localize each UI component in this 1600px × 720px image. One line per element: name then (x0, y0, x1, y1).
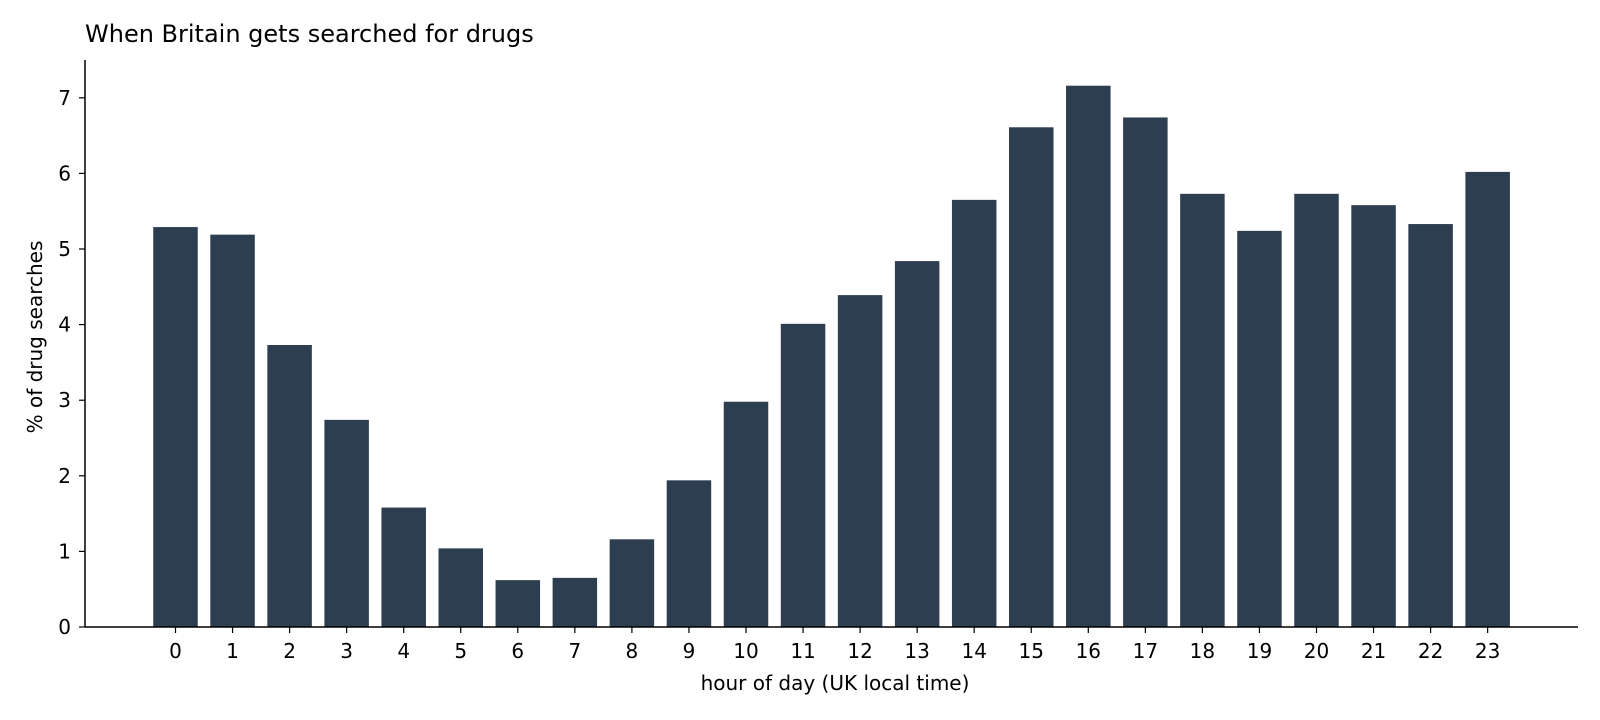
bar-hour-11 (780, 323, 826, 627)
y-tick-label: 0 (58, 615, 71, 639)
bar-hour-1 (210, 234, 255, 628)
bar-hour-22 (1408, 224, 1453, 627)
y-tick-label: 6 (58, 161, 71, 185)
y-axis-ticks: 0 1 2 3 4 5 6 7 (58, 86, 85, 639)
y-tick-label: 4 (58, 313, 71, 337)
bar-hour-9 (666, 480, 712, 627)
y-tick-label: 5 (58, 237, 71, 261)
x-tick-label: 18 (1190, 639, 1215, 663)
bar-hour-7 (552, 577, 598, 627)
y-tick-label: 7 (58, 86, 71, 110)
y-tick-label: 3 (58, 388, 71, 412)
bar-hour-6 (495, 580, 541, 627)
chart-title: When Britain gets searched for drugs (85, 20, 534, 48)
bar-hour-2 (267, 345, 312, 627)
x-tick-label: 15 (1019, 639, 1044, 663)
bar-hour-13 (894, 261, 940, 627)
bar-hour-21 (1351, 205, 1396, 628)
x-tick-label: 8 (626, 639, 639, 663)
y-tick-label: 2 (58, 464, 71, 488)
bar-hour-23 (1465, 171, 1510, 627)
x-axis-label: hour of day (UK local time) (701, 671, 970, 695)
x-tick-label: 3 (340, 639, 353, 663)
bar-hour-3 (324, 419, 369, 627)
x-tick-label: 0 (169, 639, 182, 663)
x-tick-label: 5 (454, 639, 467, 663)
bar-hour-16 (1066, 85, 1111, 628)
x-tick-label: 12 (847, 639, 872, 663)
x-tick-label: 16 (1076, 639, 1101, 663)
bars-group (153, 85, 1510, 628)
x-tick-label: 22 (1418, 639, 1443, 663)
x-tick-label: 23 (1475, 639, 1500, 663)
bar-hour-18 (1180, 193, 1225, 627)
x-tick-label: 9 (683, 639, 696, 663)
bar-hour-4 (381, 507, 426, 627)
y-axis-label: % of drug searches (23, 241, 47, 434)
x-tick-label: 20 (1304, 639, 1329, 663)
x-tick-label: 17 (1133, 639, 1158, 663)
bar-hour-19 (1237, 230, 1282, 627)
x-tick-label: 7 (568, 639, 581, 663)
bar-hour-15 (1009, 127, 1054, 627)
x-tick-label: 10 (733, 639, 758, 663)
bar-hour-14 (951, 199, 997, 628)
x-tick-label: 14 (961, 639, 986, 663)
bar-hour-0 (153, 227, 198, 628)
bar-hour-20 (1294, 193, 1339, 627)
bar-hour-10 (723, 401, 769, 627)
y-tick-label: 1 (58, 539, 71, 563)
x-tick-label: 6 (511, 639, 524, 663)
x-axis-ticks: 0 1 2 3 4 5 6 7 8 9 10 11 12 13 14 15 16 17 18 19 20 21 22 23 (169, 627, 1500, 663)
x-tick-label: 19 (1247, 639, 1272, 663)
x-tick-label: 21 (1361, 639, 1386, 663)
x-tick-label: 11 (790, 639, 815, 663)
bar-hour-12 (837, 295, 883, 627)
x-tick-label: 1 (226, 639, 239, 663)
x-tick-label: 2 (283, 639, 296, 663)
bar-hour-5 (438, 548, 483, 627)
bar-hour-17 (1123, 117, 1168, 628)
bar-hour-8 (609, 539, 655, 627)
x-tick-label: 13 (904, 639, 929, 663)
x-tick-label: 4 (397, 639, 410, 663)
